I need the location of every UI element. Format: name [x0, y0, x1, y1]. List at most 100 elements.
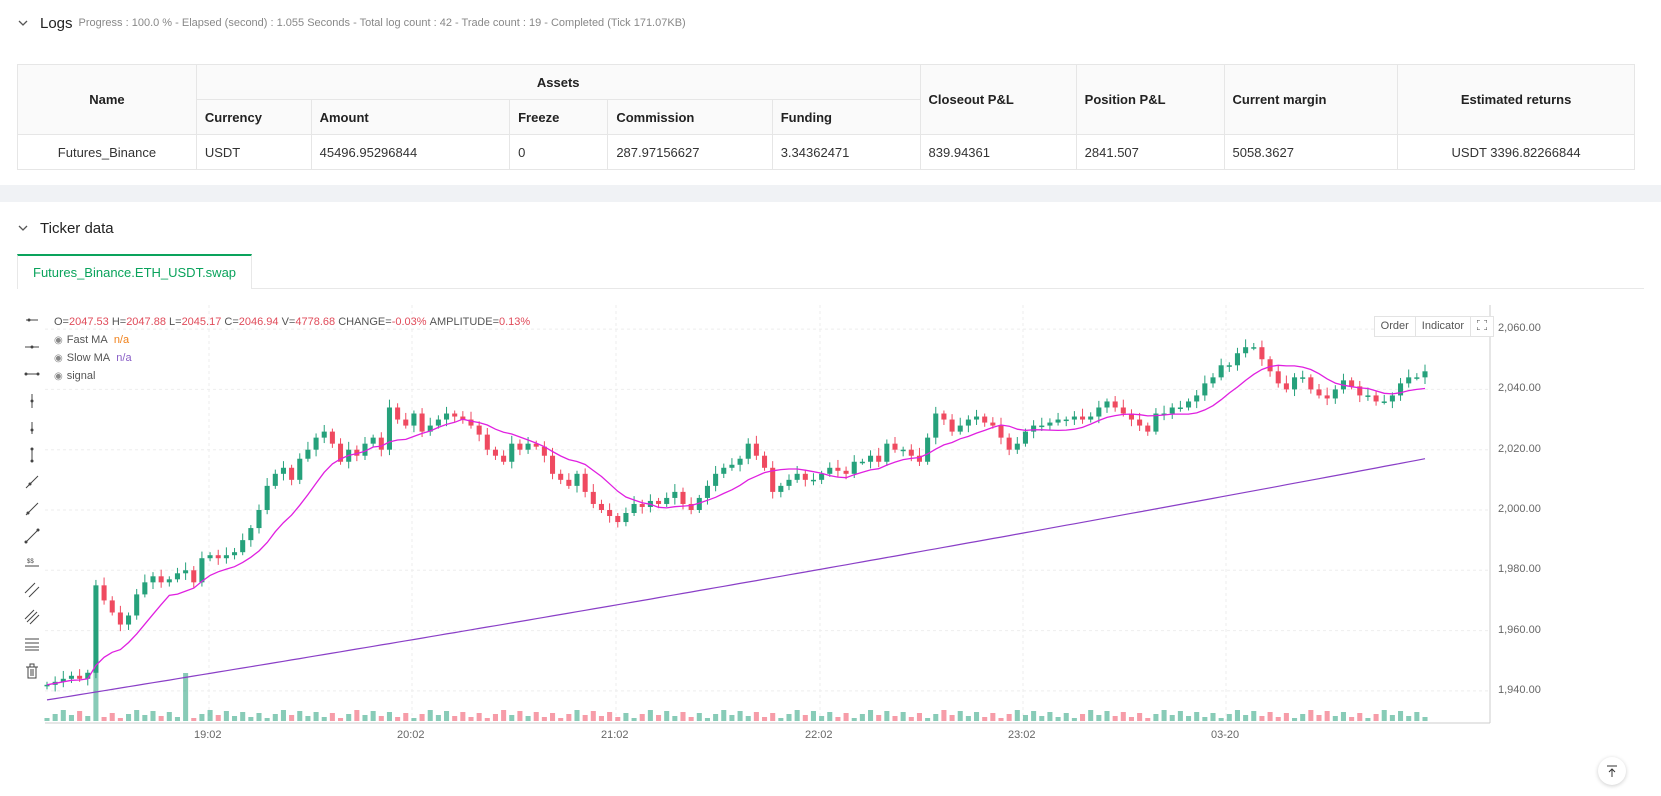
- volume-bar: [607, 712, 613, 721]
- candle-body: [68, 675, 74, 679]
- scroll-to-latest-button[interactable]: [1598, 757, 1626, 785]
- section-divider: [0, 185, 1661, 202]
- candle-body: [191, 570, 197, 583]
- amplitude-label: AMPLITUDE=: [429, 316, 499, 328]
- chart-legend: O= 2047.53 H= 2047.88 L= 2045.17 C= 2046.94 …: [54, 313, 530, 385]
- price-line-icon[interactable]: $$: [21, 552, 43, 574]
- eye-icon[interactable]: ◉: [54, 334, 63, 346]
- volume-bar: [1063, 713, 1069, 721]
- h-label: H=: [111, 316, 127, 328]
- volume-bar: [1202, 717, 1208, 721]
- candle-body: [688, 503, 694, 510]
- legend-fast-ma[interactable]: ◉ Fast MA n/a: [54, 331, 530, 349]
- volume-bar: [1153, 714, 1159, 721]
- logs-header[interactable]: Logs Progress : 100.0 % - Elapsed (secon…: [18, 13, 686, 33]
- candle-body: [1398, 383, 1404, 396]
- l-value: 2045.17: [181, 316, 222, 328]
- tab-eth-usdt-swap[interactable]: Futures_Binance.ETH_USDT.swap: [17, 254, 253, 289]
- candle-body: [680, 491, 686, 504]
- volume-bar: [338, 718, 344, 721]
- ray-line-icon[interactable]: [21, 498, 43, 520]
- volume-bar: [647, 710, 653, 721]
- logs-title: Logs: [40, 14, 73, 32]
- chevron-down-icon[interactable]: [18, 16, 32, 30]
- volume-bar: [1389, 715, 1395, 721]
- volume-bar: [1324, 711, 1330, 721]
- trash-icon[interactable]: [21, 660, 43, 682]
- candle-body: [338, 443, 344, 462]
- candle-body: [1406, 377, 1412, 384]
- volume-bar: [297, 711, 303, 721]
- volume-bar: [1340, 712, 1346, 721]
- volume-bar: [386, 712, 392, 721]
- fib-channel-icon[interactable]: [21, 606, 43, 628]
- candle-body: [1080, 416, 1086, 420]
- volume-bar: [533, 712, 539, 721]
- volume-bar: [1357, 713, 1363, 721]
- candle-body: [305, 449, 311, 459]
- horizontal-segment-icon[interactable]: [21, 363, 43, 385]
- fast-ma-value: n/a: [113, 334, 130, 346]
- volume-bar: [770, 713, 776, 721]
- volume-bar: [1031, 711, 1037, 721]
- volume-bar: [191, 718, 197, 721]
- fibonacci-lines-icon[interactable]: [21, 633, 43, 655]
- vertical-line-icon[interactable]: [21, 390, 43, 412]
- candle-body: [264, 485, 270, 510]
- y-tick-label: 1,980.00: [1498, 563, 1541, 576]
- candle-body: [427, 425, 433, 432]
- parallel-channel-icon[interactable]: [21, 579, 43, 601]
- candle-body: [101, 585, 107, 601]
- volume-bar: [77, 711, 83, 721]
- volume-bar: [1022, 715, 1028, 721]
- svg-text:$$: $$: [27, 559, 34, 565]
- candle-body: [1226, 365, 1232, 367]
- candle-body: [990, 422, 996, 426]
- candle-body: [1414, 377, 1420, 379]
- volume-bar: [134, 710, 140, 721]
- horizontal-ray-icon[interactable]: [21, 309, 43, 331]
- volume-bar: [1398, 711, 1404, 721]
- candle-body: [827, 467, 833, 474]
- candle-body: [1063, 419, 1069, 422]
- volume-bar: [150, 711, 156, 721]
- candlestick-chart[interactable]: [17, 305, 1644, 795]
- volume-bar: [223, 711, 229, 721]
- chevron-down-icon[interactable]: [18, 221, 32, 235]
- candle-body: [1014, 443, 1020, 450]
- y-tick-label: 1,960.00: [1498, 623, 1541, 636]
- order-button[interactable]: Order: [1374, 317, 1416, 336]
- indicator-button[interactable]: Indicator: [1415, 317, 1471, 336]
- candle-body: [1169, 407, 1175, 414]
- trend-line-icon[interactable]: [21, 471, 43, 493]
- volume-bar: [1422, 717, 1428, 721]
- volume-bar: [395, 717, 401, 721]
- candle-body: [329, 431, 335, 444]
- volume-bar: [452, 716, 458, 721]
- candle-body: [1120, 407, 1126, 414]
- legend-slow-ma[interactable]: ◉ Slow MA n/a: [54, 349, 530, 367]
- volume-bar: [664, 711, 670, 721]
- candle-body: [468, 419, 474, 426]
- horizontal-line-icon[interactable]: [21, 336, 43, 358]
- candle-body: [623, 513, 629, 523]
- volume-bar: [484, 718, 490, 721]
- segment-line-icon[interactable]: [21, 525, 43, 547]
- candle-body: [566, 479, 572, 486]
- volume-bar: [876, 715, 882, 721]
- fullscreen-icon[interactable]: [1471, 317, 1493, 336]
- vertical-ray-icon[interactable]: [21, 417, 43, 439]
- ticker-header[interactable]: Ticker data: [18, 218, 114, 238]
- candle-body: [639, 503, 645, 507]
- candle-body: [419, 413, 425, 432]
- vertical-segment-icon[interactable]: [21, 444, 43, 466]
- slow-ma-line: [46, 458, 1426, 701]
- legend-signal[interactable]: ◉ signal: [54, 367, 530, 385]
- logs-section: Logs Progress : 100.0 % - Elapsed (secon…: [0, 0, 1661, 185]
- candle-body: [957, 425, 963, 432]
- candle-body: [158, 576, 164, 583]
- eye-icon[interactable]: ◉: [54, 370, 63, 382]
- volume-bar: [492, 714, 498, 721]
- eye-icon[interactable]: ◉: [54, 352, 63, 364]
- volume-bar: [1283, 713, 1289, 721]
